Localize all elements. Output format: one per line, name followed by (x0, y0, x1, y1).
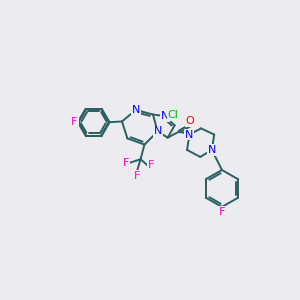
Text: F: F (71, 117, 77, 127)
Text: N: N (153, 127, 162, 136)
Text: F: F (71, 117, 78, 127)
Text: N: N (208, 145, 216, 155)
Text: N: N (153, 127, 162, 136)
Text: N: N (132, 105, 140, 115)
Text: N: N (160, 111, 169, 121)
Text: F: F (148, 160, 154, 170)
Text: F: F (123, 158, 129, 168)
Text: O: O (186, 116, 195, 127)
Text: F: F (134, 171, 140, 181)
Text: F: F (219, 207, 225, 217)
Text: Cl: Cl (168, 110, 178, 120)
Text: N: N (185, 130, 194, 140)
